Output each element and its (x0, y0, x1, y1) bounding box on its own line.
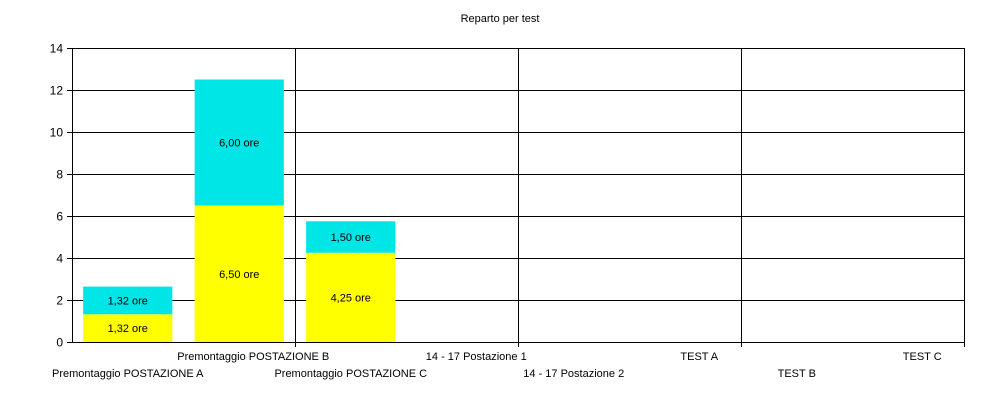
x-tick-label: 14 - 17 Postazione 2 (523, 368, 624, 380)
data-label: 6,00 ore (219, 138, 259, 150)
data-label: 4,25 ore (331, 292, 371, 304)
y-tick-label: 2 (56, 294, 63, 308)
x-tick-label: TEST A (680, 351, 718, 363)
y-tick-label: 6 (56, 210, 63, 224)
data-label: 1,32 ore (108, 323, 148, 335)
x-tick-label: Premontaggio POSTAZIONE B (177, 351, 329, 363)
x-tick-label: 14 - 17 Postazione 1 (426, 351, 527, 363)
x-tick-labels: Premontaggio POSTAZIONE A Premontaggio PO… (52, 351, 942, 380)
chart-title: Reparto per test (461, 13, 540, 25)
x-tick-label: Premontaggio POSTAZIONE C (274, 368, 427, 380)
bar-segment (83, 286, 173, 315)
data-label: 1,32 ore (108, 295, 148, 307)
bar-segment (306, 221, 396, 253)
x-tick-label: TEST B (778, 368, 816, 380)
y-tick-label: 12 (50, 84, 64, 98)
bar-segment (83, 314, 173, 342)
x-tick-label: Premontaggio POSTAZIONE A (52, 368, 204, 380)
y-tick-labels: 0 2 4 6 8 10 12 14 (50, 42, 64, 350)
bars (83, 79, 396, 342)
y-tick-label: 0 (56, 336, 63, 350)
y-tick-label: 14 (50, 42, 64, 56)
data-label: 1,50 ore (331, 232, 371, 244)
bar-segment (194, 79, 284, 206)
bar-segment (306, 252, 396, 342)
bar-segment (194, 205, 284, 342)
y-tick-label: 4 (56, 252, 63, 266)
data-label: 6,50 ore (219, 269, 259, 281)
axes (67, 48, 965, 347)
y-tick-label: 10 (50, 126, 64, 140)
y-tick-label: 8 (56, 168, 63, 182)
x-tick-label: TEST C (903, 351, 942, 363)
data-labels: 1,32 ore 1,32 ore 6,50 ore 6,00 ore 4,25 ore… (108, 138, 371, 336)
